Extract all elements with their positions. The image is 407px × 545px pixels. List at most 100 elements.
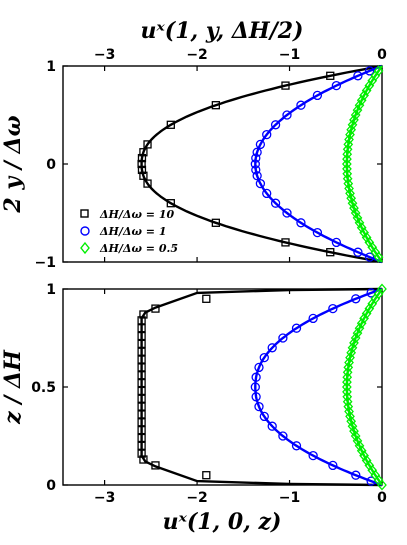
bottom-data-point bbox=[291, 323, 302, 333]
top-data-point bbox=[296, 100, 306, 110]
top-data-point bbox=[251, 153, 261, 163]
top-x-tick-label: −2 bbox=[186, 47, 207, 63]
top-data-point bbox=[349, 202, 359, 214]
top-data-point bbox=[281, 238, 290, 247]
bottom-data-point bbox=[137, 347, 146, 356]
top-data-point bbox=[364, 252, 375, 262]
bottom-series-0 bbox=[137, 287, 383, 487]
top-series-line-1 bbox=[254, 64, 383, 264]
top-data-point bbox=[326, 71, 335, 80]
legend-marker-circle bbox=[80, 226, 90, 236]
top-data-point bbox=[343, 178, 354, 190]
bottom-data-point bbox=[351, 294, 361, 304]
bottom-data-point bbox=[137, 449, 146, 458]
legend-label-1: ΔH/Δω = 1 bbox=[99, 225, 166, 238]
top-data-point bbox=[373, 65, 384, 77]
bottom-data-point bbox=[328, 460, 338, 471]
top-data-point bbox=[353, 71, 363, 81]
bottom-data-point bbox=[137, 355, 146, 364]
top-data-point bbox=[361, 85, 372, 96]
legend: ΔH/Δω = 10 ΔH/Δω = 1 ΔH/Δω = 0.5 bbox=[80, 208, 178, 255]
legend-marker-diamond bbox=[80, 241, 90, 255]
bottom-data-point bbox=[137, 386, 146, 396]
top-data-point bbox=[137, 159, 146, 169]
top-y-axis-label: 2 y / Δω bbox=[0, 115, 26, 213]
top-data-point bbox=[342, 173, 353, 185]
top-data-point bbox=[270, 120, 281, 130]
top-data-point bbox=[282, 110, 292, 120]
bottom-data-point bbox=[139, 455, 148, 464]
bottom-data-point bbox=[137, 316, 146, 325]
bottom-data-point bbox=[137, 331, 146, 341]
bottom-data-point bbox=[251, 372, 261, 382]
bottom-data-point bbox=[342, 396, 353, 408]
bottom-data-point bbox=[342, 386, 352, 398]
legend-marker-square bbox=[80, 209, 89, 218]
top-data-point bbox=[139, 171, 148, 180]
legend-item-1: ΔH/Δω = 1 bbox=[80, 225, 166, 238]
top-data-point bbox=[350, 207, 361, 219]
top-data-point bbox=[211, 101, 220, 110]
bottom-data-point bbox=[254, 401, 264, 412]
bottom-data-point bbox=[308, 313, 318, 324]
bottom-x-tick-label: −3 bbox=[94, 490, 115, 506]
bottom-data-point bbox=[137, 324, 146, 333]
bottom-series-layer bbox=[137, 283, 387, 491]
top-data-point bbox=[143, 179, 152, 188]
bottom-data-point bbox=[364, 459, 375, 471]
top-data-point bbox=[373, 251, 384, 263]
top-data-point bbox=[137, 165, 147, 175]
bottom-data-point bbox=[137, 402, 146, 411]
top-data-point bbox=[344, 183, 354, 194]
bottom-x-tick-label: −2 bbox=[186, 490, 207, 506]
top-data-point bbox=[250, 159, 260, 169]
bottom-data-point bbox=[137, 433, 146, 443]
bottom-data-point bbox=[342, 376, 352, 388]
bottom-panel: −3 −2 −1 0 0 0.5 1 uˣ(1, 0, z) z / ΔH bbox=[0, 282, 387, 535]
top-x-tick-label: −1 bbox=[279, 47, 300, 63]
top-data-point bbox=[326, 248, 335, 257]
bottom-data-point bbox=[251, 392, 261, 402]
top-data-point bbox=[262, 129, 272, 140]
bottom-data-point bbox=[361, 308, 372, 319]
top-data-point bbox=[312, 90, 323, 101]
bottom-series-line-2 bbox=[345, 288, 383, 486]
bottom-data-point bbox=[151, 304, 160, 313]
top-x-axis-label: uˣ(1, y, ΔH/2) bbox=[141, 18, 304, 44]
bottom-data-point bbox=[267, 421, 277, 431]
bottom-y-tick-label: 0.5 bbox=[31, 380, 56, 396]
top-data-point bbox=[331, 237, 342, 248]
bottom-y-tick-label: 0 bbox=[46, 478, 56, 494]
bottom-data-point bbox=[137, 394, 146, 403]
top-data-point bbox=[356, 222, 367, 234]
bottom-data-point bbox=[137, 418, 146, 427]
top-data-point bbox=[252, 171, 262, 181]
top-data-point bbox=[255, 139, 266, 150]
bottom-data-point bbox=[342, 391, 353, 403]
top-data-point bbox=[347, 197, 358, 209]
top-data-point bbox=[342, 163, 352, 175]
top-axis-ticks: −3 −2 −1 0 −1 0 1 bbox=[35, 47, 388, 271]
bottom-axis-ticks: −3 −2 −1 0 0 0.5 1 bbox=[31, 282, 387, 506]
bottom-data-point bbox=[377, 283, 387, 295]
top-data-point bbox=[251, 165, 261, 175]
bottom-data-point bbox=[137, 410, 146, 419]
bottom-data-point bbox=[202, 471, 211, 480]
top-y-tick-label: 1 bbox=[46, 59, 56, 75]
top-data-point bbox=[270, 198, 281, 208]
top-data-point bbox=[346, 192, 357, 204]
top-x-tick-label: 0 bbox=[377, 47, 387, 63]
top-data-point bbox=[364, 66, 375, 76]
bottom-data-point bbox=[278, 333, 288, 343]
top-data-point bbox=[137, 153, 147, 163]
top-data-point bbox=[282, 208, 292, 218]
top-data-point bbox=[262, 188, 272, 199]
top-data-point bbox=[166, 199, 175, 208]
bottom-data-point bbox=[137, 371, 146, 380]
top-data-point bbox=[166, 120, 175, 129]
bottom-data-point bbox=[341, 381, 352, 393]
legend-item-2: ΔH/Δω = 0.5 bbox=[80, 241, 178, 255]
top-series-line-2 bbox=[345, 65, 383, 263]
legend-item-0: ΔH/Δω = 10 bbox=[80, 208, 174, 221]
